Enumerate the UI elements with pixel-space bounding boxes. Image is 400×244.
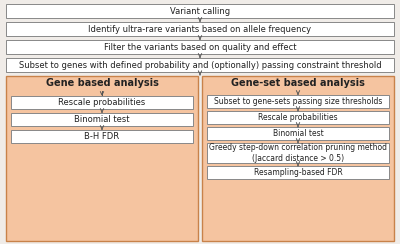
FancyBboxPatch shape xyxy=(207,95,389,108)
Text: Rescale probabilities: Rescale probabilities xyxy=(258,113,338,122)
FancyBboxPatch shape xyxy=(11,96,193,109)
FancyBboxPatch shape xyxy=(6,58,394,72)
Text: Subset to genes with defined probability and (optionally) passing constraint thr: Subset to genes with defined probability… xyxy=(19,61,381,70)
FancyBboxPatch shape xyxy=(207,143,389,163)
FancyBboxPatch shape xyxy=(207,111,389,124)
FancyBboxPatch shape xyxy=(11,113,193,126)
FancyBboxPatch shape xyxy=(207,166,389,179)
Text: Binomial test: Binomial test xyxy=(273,129,323,138)
FancyBboxPatch shape xyxy=(6,4,394,18)
Text: Greedy step-down correlation pruning method
(Jaccard distance > 0.5): Greedy step-down correlation pruning met… xyxy=(209,143,387,163)
FancyBboxPatch shape xyxy=(207,127,389,140)
FancyBboxPatch shape xyxy=(6,40,394,54)
Text: Binomial test: Binomial test xyxy=(74,115,130,124)
FancyBboxPatch shape xyxy=(11,130,193,143)
Text: Subset to gene-sets passing size thresholds: Subset to gene-sets passing size thresho… xyxy=(214,97,382,106)
FancyBboxPatch shape xyxy=(6,22,394,36)
Text: Identify ultra-rare variants based on allele frequency: Identify ultra-rare variants based on al… xyxy=(88,24,312,33)
Text: Gene based analysis: Gene based analysis xyxy=(46,78,158,88)
Text: B-H FDR: B-H FDR xyxy=(84,132,120,141)
Text: Filter the variants based on quality and effect: Filter the variants based on quality and… xyxy=(104,42,296,51)
Text: Resampling-based FDR: Resampling-based FDR xyxy=(254,168,342,177)
Text: Gene-set based analysis: Gene-set based analysis xyxy=(231,78,365,88)
Text: Rescale probabilities: Rescale probabilities xyxy=(58,98,146,107)
FancyBboxPatch shape xyxy=(202,76,394,241)
FancyBboxPatch shape xyxy=(6,76,198,241)
Text: Variant calling: Variant calling xyxy=(170,7,230,16)
